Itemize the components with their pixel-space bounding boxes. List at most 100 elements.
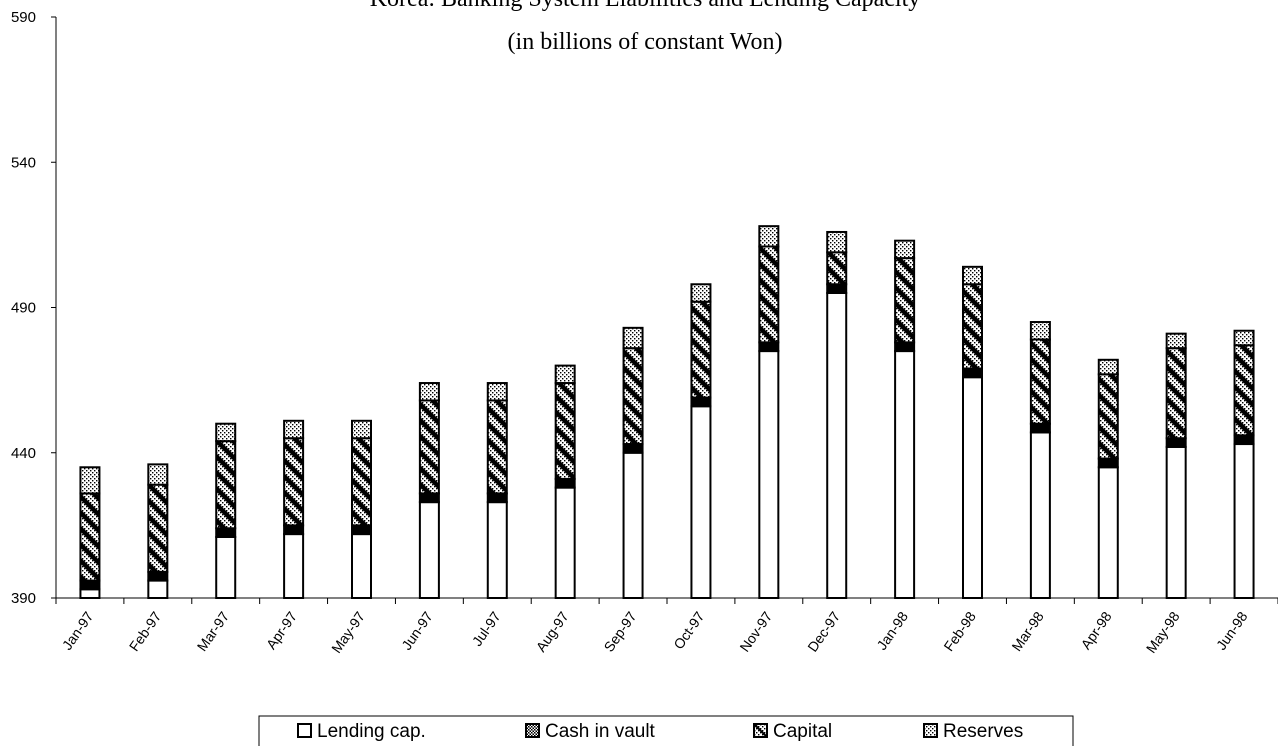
bar-segment: [690, 405, 712, 599]
bar-segment: [758, 245, 780, 344]
bar-segment: [1233, 329, 1255, 347]
bar-segment: [1029, 321, 1051, 341]
bar-segment: [1233, 434, 1255, 446]
bar-segment: [418, 399, 440, 495]
bar-segment: [622, 347, 644, 446]
legend-label: Reserves: [943, 721, 1023, 742]
y-axis: 390 440 490 540 590: [11, 9, 57, 607]
y-tick-label: 440: [11, 445, 36, 462]
bar-segment: [826, 230, 848, 254]
x-tick-label: Jan-98: [873, 608, 911, 652]
bar-segment: [486, 492, 508, 504]
bar-segment: [826, 251, 848, 286]
x-tick-label: Feb-97: [126, 608, 165, 654]
bar-segment: [1233, 443, 1255, 599]
bar-segment: [1097, 358, 1119, 376]
y-tick-label: 590: [11, 9, 36, 26]
bar-segment: [758, 341, 780, 353]
legend-swatch: [297, 723, 312, 738]
x-tick-label: Mar-98: [1008, 608, 1047, 654]
bar-segment: [1029, 338, 1051, 425]
bar-segment: [418, 382, 440, 402]
bar-segment: [79, 466, 101, 495]
bar-segment: [690, 283, 712, 303]
bar-segment: [351, 419, 372, 440]
bar-segment: [894, 239, 916, 260]
bar-segment: [147, 570, 169, 582]
bar-segment: [79, 588, 101, 599]
bar-segment: [283, 437, 305, 527]
bar-segment: [1029, 422, 1051, 434]
bars: [79, 225, 1255, 600]
bar-segment: [554, 477, 576, 489]
bar-segment: [1165, 347, 1187, 440]
x-tick-label: Sep-97: [601, 608, 640, 654]
y-tick-label: 390: [11, 590, 36, 607]
x-tick-label: Aug-97: [533, 608, 572, 654]
bar-segment: [962, 283, 983, 370]
legend-swatch: [923, 723, 938, 738]
bar-segment: [758, 225, 780, 248]
legend-items: Lending cap. Cash in vault Capital Reserves: [297, 721, 1023, 742]
bar-segment: [622, 326, 644, 350]
bar-segment: [1097, 373, 1119, 460]
bar-segment: [486, 399, 508, 495]
y-tick-label: 490: [11, 300, 36, 317]
x-tick-label: May-97: [328, 608, 368, 656]
bar-segment: [962, 265, 983, 286]
bar-segment: [690, 396, 712, 408]
bar-segment: [894, 350, 916, 600]
bar-segment: [622, 443, 644, 454]
bar-segment: [1233, 344, 1255, 437]
bar-segment: [1165, 332, 1187, 350]
bar-segment: [215, 527, 237, 538]
x-tick-label: Feb-98: [940, 608, 979, 654]
bar-segment: [147, 483, 169, 573]
bar-segment: [351, 524, 372, 536]
legend-swatch-stripe: [753, 723, 768, 738]
legend-swatch: [525, 723, 540, 738]
bar-segment: [554, 382, 576, 480]
bar-segment: [283, 524, 305, 536]
bar-segment: [486, 382, 508, 402]
bar-segment: [1097, 457, 1119, 469]
x-tick-label: Apr-97: [263, 608, 300, 652]
bar-segment: [826, 283, 848, 294]
x-axis: Jan-97 Feb-97 Mar-97 Apr-97 May-97 Jun-97 Jul-…: [55, 597, 1278, 656]
chart-title: Korea: Banking System Liabilities and Le…: [370, 0, 921, 12]
x-tick-label: Mar-97: [194, 608, 233, 654]
bar-segment: [147, 463, 169, 486]
bar-segment: [1165, 445, 1187, 599]
x-tick-label: Nov-97: [736, 608, 775, 654]
x-tick-label: Dec-97: [804, 608, 843, 654]
bar-segment: [962, 376, 983, 599]
bar-segment: [79, 579, 101, 591]
legend-label: Capital: [773, 721, 832, 742]
bar-segment: [554, 486, 576, 599]
bar-segment: [351, 533, 372, 600]
bar-segment: [215, 440, 237, 530]
x-tick-label: Jun-98: [1213, 608, 1251, 652]
bar-segment: [1165, 437, 1187, 448]
bar-segment: [690, 300, 712, 399]
y-tick-label: 540: [11, 154, 36, 171]
legend: Lending cap. Cash in vault Capital Reserves: [258, 715, 1074, 746]
bar-segment: [758, 350, 780, 600]
bar-segment: [826, 291, 848, 599]
bar-segment: [418, 501, 440, 600]
x-tick-label: Jul-97: [469, 608, 504, 649]
x-tick-label: Apr-98: [1078, 608, 1115, 652]
bar-segment: [283, 533, 305, 600]
legend-label: Lending cap.: [317, 721, 426, 742]
bar-segment: [486, 501, 508, 600]
bar-segment: [894, 257, 916, 344]
x-tick-label: Jun-97: [398, 608, 436, 652]
chart-subtitle: (in billions of constant Won): [508, 29, 783, 55]
bar-segment: [894, 341, 916, 353]
bar-segment: [351, 437, 372, 527]
bar-segment: [215, 422, 237, 443]
bar-segment: [283, 419, 305, 440]
x-tick-label: May-98: [1143, 608, 1183, 656]
bar-segment: [1097, 466, 1119, 599]
